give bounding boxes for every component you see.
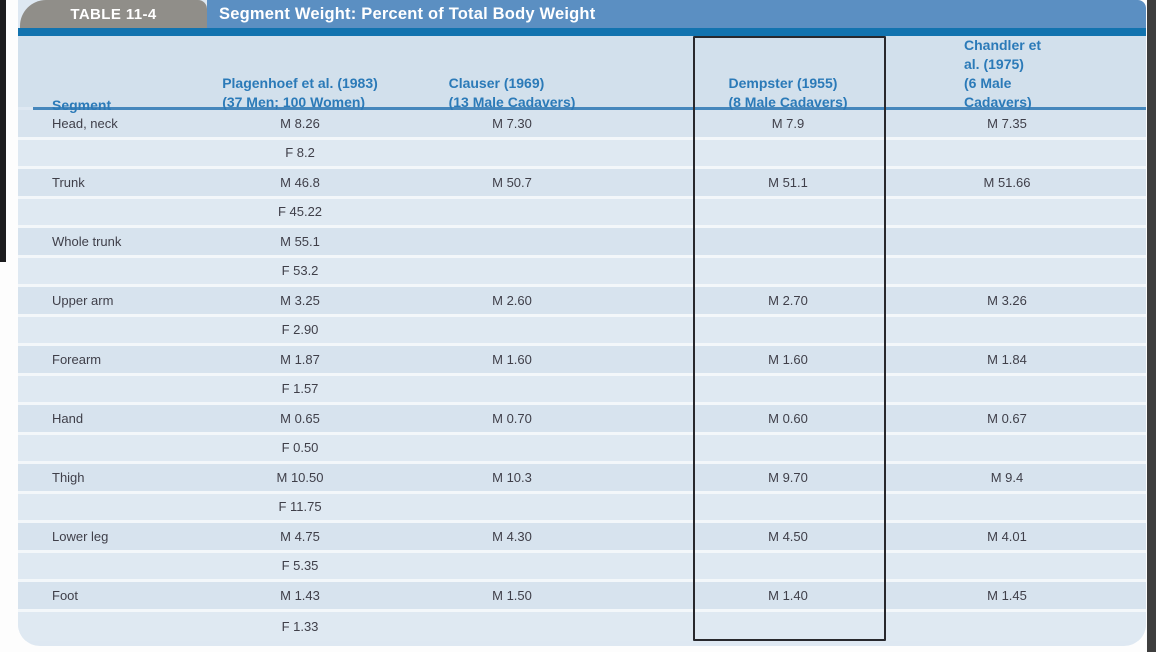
value-cell: F 0.50 bbox=[281, 440, 319, 456]
table-title-bar: Segment Weight: Percent of Total Body We… bbox=[207, 0, 1146, 28]
table-row: Lower leg M 4.75 M 4.30 M 4.50 M 4.01 bbox=[18, 523, 1146, 553]
value-cell: M 2.70 bbox=[768, 292, 808, 308]
value-cell: M 3.26 bbox=[987, 292, 1027, 308]
table-row: Trunk M 46.8 M 50.7 M 51.1 M 51.66 bbox=[18, 169, 1146, 199]
table-row: F 0.50 bbox=[18, 434, 1146, 464]
value-cell: M 10.50 bbox=[276, 469, 324, 485]
value-cell: M 1.43 bbox=[280, 587, 320, 603]
table-row: Thigh M 10.50 M 10.3 M 9.70 M 9.4 bbox=[18, 464, 1146, 494]
column-header-line2: (37 Men; 100 Women) bbox=[222, 93, 366, 110]
column-header-segment: Segment bbox=[18, 96, 188, 124]
value-cell: F 1.33 bbox=[281, 618, 319, 634]
table-row: F 8.2 bbox=[18, 139, 1146, 169]
segment-cell: Lower leg bbox=[52, 528, 109, 544]
value-cell: F 8.2 bbox=[285, 145, 315, 161]
value-cell: M 10.3 bbox=[492, 469, 532, 485]
table-row: Whole trunk M 55.1 bbox=[18, 228, 1146, 258]
column-header-line1: Clauser (1969) bbox=[448, 74, 545, 91]
value-cell: M 0.60 bbox=[768, 410, 808, 426]
segment-cell: Head, neck bbox=[52, 115, 118, 131]
value-cell: M 1.60 bbox=[492, 351, 532, 367]
value-cell: M 7.35 bbox=[987, 115, 1027, 131]
value-cell: F 1.57 bbox=[281, 381, 319, 397]
value-cell: M 7.30 bbox=[492, 115, 532, 131]
value-cell: M 50.7 bbox=[492, 174, 532, 190]
title-divider-bar bbox=[18, 28, 1146, 36]
value-cell: M 1.50 bbox=[492, 587, 532, 603]
table-title: Segment Weight: Percent of Total Body We… bbox=[219, 4, 596, 23]
segment-cell: Upper arm bbox=[52, 292, 114, 308]
column-header-line1: Segment bbox=[52, 96, 112, 113]
table-row: Head, neck M 8.26 M 7.30 M 7.9 M 7.35 bbox=[18, 110, 1146, 140]
scan-edge-right bbox=[1147, 0, 1156, 652]
value-cell: F 11.75 bbox=[278, 499, 322, 515]
table-number: TABLE 11-4 bbox=[70, 5, 157, 23]
value-cell: F 53.2 bbox=[281, 263, 319, 279]
column-header-line2: (6 Male Cadavers) bbox=[964, 74, 1032, 110]
column-header-line2: (8 Male Cadavers) bbox=[728, 93, 848, 110]
table-row: F 45.22 bbox=[18, 198, 1146, 228]
table-number-tab: TABLE 11-4 bbox=[20, 0, 207, 28]
column-header-clauser: Clauser (1969) (13 Male Cadavers) bbox=[412, 74, 612, 124]
value-cell: F 2.90 bbox=[281, 322, 319, 338]
value-cell: M 51.1 bbox=[768, 174, 808, 190]
column-header-plagenhoef: Plagenhoef et al. (1983) (37 Men; 100 Wo… bbox=[188, 74, 412, 124]
table-header-row: Segment Plagenhoef et al. (1983) (37 Men… bbox=[18, 36, 1146, 113]
table-row: F 53.2 bbox=[18, 257, 1146, 287]
segment-cell: Thigh bbox=[52, 469, 85, 485]
table-row: Upper arm M 3.25 M 2.60 M 2.70 M 3.26 bbox=[18, 287, 1146, 317]
table-row: Hand M 0.65 M 0.70 M 0.60 M 0.67 bbox=[18, 405, 1146, 435]
column-header-line2: (13 Male Cadavers) bbox=[448, 93, 576, 110]
value-cell: M 1.84 bbox=[987, 351, 1027, 367]
segment-cell: Whole trunk bbox=[52, 233, 122, 249]
value-cell: F 45.22 bbox=[277, 204, 323, 220]
column-header-dempster: Dempster (1955) (8 Male Cadavers) bbox=[612, 74, 964, 124]
column-header-chandler: Chandler et al. (1975) (6 Male Cadavers) bbox=[964, 36, 1146, 124]
header-underline bbox=[33, 107, 1146, 110]
value-cell: M 55.1 bbox=[280, 233, 320, 249]
table-row: F 11.75 bbox=[18, 493, 1146, 523]
table-row: Forearm M 1.87 M 1.60 M 1.60 M 1.84 bbox=[18, 346, 1146, 376]
value-cell: M 4.01 bbox=[987, 528, 1027, 544]
value-cell: M 0.65 bbox=[280, 410, 320, 426]
value-cell: M 2.60 bbox=[492, 292, 532, 308]
value-cell: M 46.8 bbox=[280, 174, 320, 190]
value-cell: M 1.60 bbox=[768, 351, 808, 367]
segment-cell: Trunk bbox=[52, 174, 85, 190]
value-cell: M 1.45 bbox=[987, 587, 1027, 603]
value-cell: M 9.4 bbox=[990, 469, 1024, 485]
value-cell: M 3.25 bbox=[280, 292, 320, 308]
table-card: TABLE 11-4 Segment Weight: Percent of To… bbox=[18, 0, 1146, 646]
value-cell: M 1.40 bbox=[768, 587, 808, 603]
value-cell: M 8.26 bbox=[280, 115, 320, 131]
column-header-line1: Chandler et al. (1975) bbox=[964, 37, 1042, 72]
value-cell: F 5.35 bbox=[281, 558, 319, 574]
scan-edge-left bbox=[0, 0, 6, 262]
value-cell: M 4.75 bbox=[280, 528, 320, 544]
table-row: F 2.90 bbox=[18, 316, 1146, 346]
table-row: F 1.33 bbox=[18, 611, 1146, 641]
table-row: Foot M 1.43 M 1.50 M 1.40 M 1.45 bbox=[18, 582, 1146, 612]
segment-cell: Foot bbox=[52, 587, 79, 603]
value-cell: M 1.87 bbox=[280, 351, 320, 367]
segment-cell: Forearm bbox=[52, 351, 102, 367]
value-cell: M 7.9 bbox=[771, 115, 805, 131]
value-cell: M 4.50 bbox=[768, 528, 808, 544]
table-title-row: TABLE 11-4 Segment Weight: Percent of To… bbox=[18, 0, 1146, 28]
table-row: F 5.35 bbox=[18, 552, 1146, 582]
value-cell: M 0.70 bbox=[492, 410, 532, 426]
value-cell: M 51.66 bbox=[983, 174, 1031, 190]
column-header-line1: Dempster (1955) bbox=[728, 74, 838, 91]
table-row: F 1.57 bbox=[18, 375, 1146, 405]
value-cell: M 4.30 bbox=[492, 528, 532, 544]
table-body: Head, neck M 8.26 M 7.30 M 7.9 M 7.35 F 8.2 … bbox=[18, 110, 1146, 641]
column-header-line1: Plagenhoef et al. (1983) bbox=[222, 74, 378, 91]
value-cell: M 9.70 bbox=[768, 469, 808, 485]
segment-cell: Hand bbox=[52, 410, 84, 426]
value-cell: M 0.67 bbox=[987, 410, 1027, 426]
